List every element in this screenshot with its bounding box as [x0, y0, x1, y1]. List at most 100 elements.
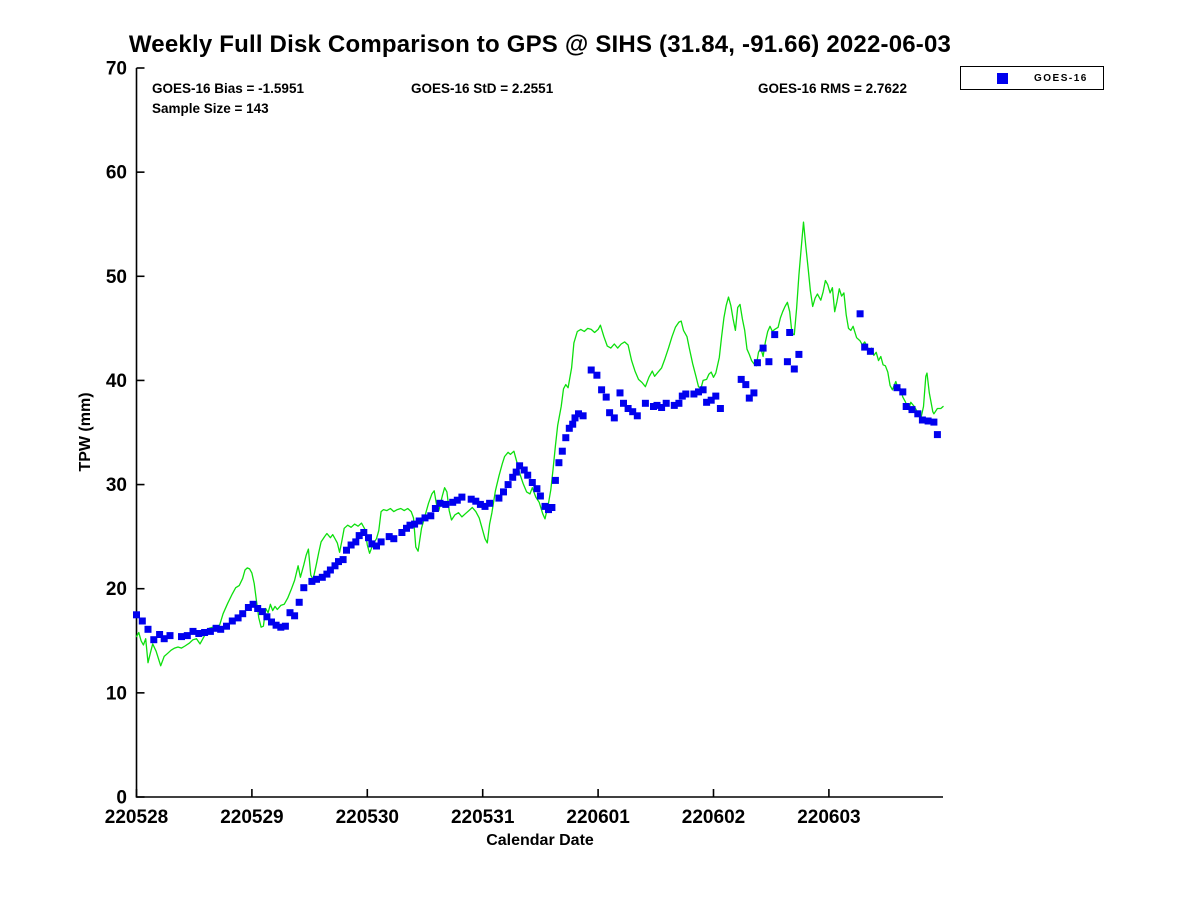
goes16-data-point	[790, 365, 798, 373]
x-tick-label: 220529	[220, 807, 283, 828]
goes16-data-point	[548, 504, 556, 511]
goes16-data-point	[610, 414, 618, 422]
goes16-data-point	[138, 617, 146, 625]
x-axis-label: Calendar Date	[486, 832, 594, 849]
legend: GOES-16	[960, 66, 1104, 90]
goes16-data-point	[481, 502, 489, 510]
goes16-data-point	[918, 416, 926, 424]
goes16-data-point	[166, 632, 174, 640]
stat-rms: GOES-16 RMS = 2.7622	[758, 81, 907, 96]
y-tick-label: 70	[106, 59, 127, 80]
goes16-data-point	[856, 310, 864, 318]
goes16-data-point	[699, 386, 707, 394]
goes16-data-point	[347, 541, 355, 549]
goes16-data-point	[533, 485, 541, 493]
y-tick-label: 60	[106, 163, 127, 184]
goes16-data-point	[291, 612, 299, 620]
goes16-data-point	[295, 598, 303, 606]
goes16-data-point	[217, 625, 225, 633]
goes16-data-point	[318, 573, 326, 581]
goes16-data-point	[593, 371, 601, 379]
goes16-data-point	[365, 534, 372, 542]
goes16-data-point	[300, 584, 308, 592]
goes16-data-point	[753, 359, 761, 367]
goes16-data-point	[326, 566, 334, 574]
goes16-data-point	[495, 494, 503, 502]
goes16-data-point	[512, 468, 520, 476]
goes16-data-point	[575, 410, 582, 418]
goes16-data-point	[206, 627, 214, 635]
goes16-data-point	[908, 406, 916, 414]
goes16-data-point	[598, 386, 606, 394]
goes16-data-point	[524, 471, 532, 479]
x-tick-label: 220603	[797, 807, 860, 828]
y-tick-label: 0	[116, 788, 127, 809]
goes16-data-point	[624, 405, 632, 412]
stat-std: GOES-16 StD = 2.2551	[411, 81, 554, 96]
goes16-data-point	[861, 343, 869, 351]
goes16-data-point	[662, 399, 670, 407]
goes16-data-point	[160, 635, 168, 643]
goes16-data-point	[286, 609, 294, 617]
y-tick-label: 10	[106, 683, 127, 704]
goes16-data-point	[562, 434, 570, 442]
y-tick-label: 50	[106, 267, 127, 288]
goes16-data-point	[355, 532, 363, 540]
goes16-data-point	[893, 384, 901, 392]
goes16-data-point	[759, 344, 767, 352]
goes16-data-point	[453, 496, 461, 504]
goes16-data-point	[343, 546, 350, 554]
goes16-data-point	[323, 570, 331, 578]
goes16-data-point	[555, 459, 563, 467]
chart-title: Weekly Full Disk Comparison to GPS @ SIH…	[128, 31, 952, 58]
goes16-data-point	[390, 535, 398, 543]
goes16-data-point	[571, 414, 579, 422]
x-tick-label: 220601	[566, 807, 630, 828]
goes16-data-point	[633, 412, 641, 420]
goes16-data-point	[783, 358, 791, 366]
goes16-data-point	[771, 331, 779, 339]
goes16-data-point	[377, 538, 385, 546]
legend-entry-label: GOES-16	[1034, 72, 1088, 84]
goes16-data-point	[239, 610, 247, 618]
goes16-data-point	[707, 396, 715, 404]
goes16-data-point	[914, 410, 922, 418]
goes16-data-point	[352, 538, 360, 546]
goes16-data-point	[234, 614, 242, 622]
goes16-data-point	[866, 347, 874, 355]
goes16-data-point	[156, 631, 164, 638]
goes16-data-point	[695, 388, 702, 396]
goes16-data-point	[272, 621, 280, 629]
goes16-data-point	[742, 381, 750, 389]
goes16-data-point	[442, 500, 450, 508]
goes16-data-point	[658, 404, 666, 411]
goes16-data-point	[406, 521, 414, 529]
goes16-data-point	[201, 629, 209, 636]
x-tick-label: 220531	[451, 807, 515, 828]
goes16-data-point	[565, 424, 573, 432]
goes16-data-point	[178, 633, 185, 641]
goes16-data-point	[716, 405, 724, 412]
goes16-data-point	[500, 488, 507, 496]
y-axis-label: TPW (mm)	[77, 392, 94, 472]
goes16-data-point	[244, 604, 252, 611]
goes16-data-point	[551, 476, 559, 484]
goes16-data-point	[249, 600, 257, 608]
goes16-data-point	[427, 512, 435, 520]
goes16-data-point	[258, 608, 266, 616]
goes16-data-point	[385, 533, 393, 541]
goes16-data-point	[472, 497, 480, 505]
goes16-data-point	[924, 417, 932, 425]
goes16-data-point	[745, 394, 753, 402]
goes16-data-point	[795, 350, 803, 358]
legend-square-marker-icon	[997, 72, 1008, 84]
goes16-data-point	[703, 398, 711, 406]
goes16-data-point	[133, 611, 140, 619]
goes16-data-point	[339, 556, 347, 564]
goes16-data-point	[144, 625, 152, 633]
goes16-data-point	[641, 399, 649, 407]
goes16-data-point	[899, 388, 907, 396]
goes16-data-point	[786, 329, 794, 336]
x-tick-label: 220530	[336, 807, 399, 828]
